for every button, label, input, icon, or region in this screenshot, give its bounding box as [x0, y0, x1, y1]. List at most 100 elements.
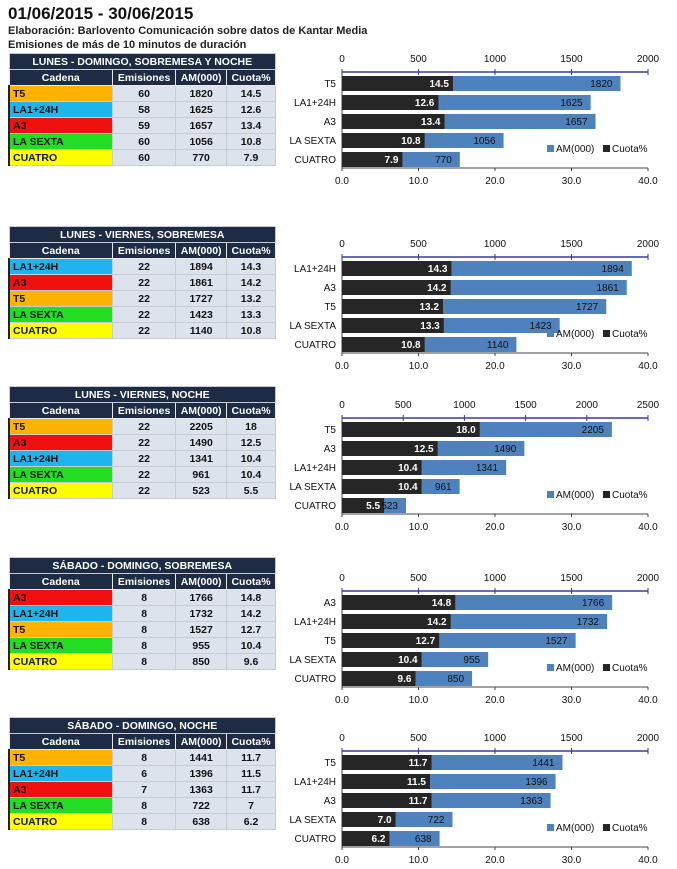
category-label: CUATRO [295, 340, 337, 351]
am-tick-label: 2000 [576, 400, 599, 411]
category-label: LA SEXTA [289, 815, 336, 826]
table-row: T5 8 1441 11.7 [8, 749, 276, 766]
cuota-bar [342, 337, 425, 352]
cuota-bar [342, 76, 453, 91]
cuota-tick-label: 10.0 [409, 361, 429, 372]
am-tick-label: 1000 [484, 573, 507, 584]
am-cell: 1732 [175, 605, 228, 622]
emisiones-cell: 8 [111, 621, 177, 638]
channel-cell: T5 [8, 290, 113, 307]
cuota-cell: 12.5 [226, 434, 276, 451]
am-cell: 1140 [175, 322, 228, 339]
bar-chart: 0 500 1000 1500 2000 2500 0.0 10.0 20.0 30.0 40.0 T… [289, 400, 659, 533]
bar-chart: 0 500 1000 1500 2000 0.0 10.0 20.0 30.0 40.0 T5 182… [289, 54, 659, 187]
am-data-label: 1056 [473, 136, 496, 147]
column-header: Emisiones [111, 69, 177, 86]
emisiones-cell: 60 [111, 149, 177, 166]
am-tick-label: 500 [410, 239, 427, 250]
emisiones-cell: 8 [111, 749, 177, 766]
cuota-cell: 14.2 [226, 274, 276, 291]
category-label: T5 [324, 758, 336, 769]
am-data-label: 1423 [529, 321, 552, 332]
channel-cell: CUATRO [8, 813, 113, 830]
cuota-bar [342, 318, 444, 333]
table-row: LA SEXTA 60 1056 10.8 [8, 133, 276, 150]
emisiones-cell: 58 [111, 101, 177, 118]
channel-cell: A3 [8, 434, 113, 451]
emisiones-cell: 59 [111, 117, 177, 134]
table-title: LUNES - DOMINGO, SOBREMESA Y NOCHE [8, 53, 276, 70]
channel-cell: LA1+24H [8, 765, 113, 782]
emisiones-cell: 22 [111, 450, 177, 467]
cuota-tick-label: 10.0 [409, 522, 429, 533]
cuota-bar [342, 95, 439, 110]
am-tick-label: 0 [339, 239, 345, 250]
cuota-tick-label: 30.0 [562, 176, 582, 187]
cuota-cell: 14.2 [226, 605, 276, 622]
table-row: LA1+24H 22 1894 14.3 [8, 258, 276, 275]
cuota-bar [342, 671, 416, 686]
table-row: T5 8 1527 12.7 [8, 621, 276, 638]
am-data-label: 961 [435, 482, 452, 493]
duration-note: Emisiones de más de 10 minutos de duraci… [8, 39, 247, 51]
cuota-cell: 12.7 [226, 621, 276, 638]
cuota-cell: 14.3 [226, 258, 276, 275]
column-header: Emisiones [111, 242, 177, 259]
table-row: A3 7 1363 11.7 [8, 781, 276, 798]
category-label: CUATRO [295, 501, 337, 512]
column-header: AM(000) [175, 69, 228, 86]
channel-cell: LA SEXTA [8, 466, 113, 483]
category-label: LA SEXTA [289, 136, 336, 147]
category-label: A3 [324, 444, 337, 455]
cuota-data-label: 10.4 [398, 482, 418, 493]
cuota-cell: 10.4 [226, 637, 276, 654]
cuota-cell: 14.5 [226, 85, 276, 102]
cuota-tick-label: 20.0 [485, 855, 505, 866]
cuota-data-label: 18.0 [456, 425, 476, 436]
am-cell: 1396 [175, 765, 228, 782]
cuota-bar [342, 280, 451, 295]
table-row: LA1+24H 58 1625 12.6 [8, 101, 276, 118]
cuota-cell: 14.8 [226, 589, 276, 606]
am-cell: 955 [175, 637, 228, 654]
cuota-bar [342, 152, 403, 167]
cuota-bar [342, 614, 451, 629]
emisiones-cell: 60 [111, 85, 177, 102]
category-label: LA SEXTA [289, 482, 336, 493]
legend-cuota-label: Cuota% [612, 823, 648, 834]
cuota-data-label: 13.2 [420, 302, 440, 313]
column-header: AM(000) [175, 402, 228, 419]
am-tick-label: 2000 [637, 239, 660, 250]
table-row: T5 60 1820 14.5 [8, 85, 276, 102]
legend-cuota-swatch [603, 491, 610, 498]
cuota-tick-label: 0.0 [335, 176, 349, 187]
category-label: A3 [324, 598, 337, 609]
cuota-bar [342, 460, 422, 475]
am-tick-label: 500 [410, 54, 427, 65]
emisiones-cell: 22 [111, 258, 177, 275]
category-label: LA1+24H [294, 264, 336, 275]
category-label: T5 [324, 79, 336, 90]
am-cell: 1341 [175, 450, 228, 467]
column-header: Cuota% [226, 69, 276, 86]
cuota-cell: 10.8 [226, 133, 276, 150]
table-row: T5 22 1727 13.2 [8, 290, 276, 307]
cuota-bar [342, 133, 425, 148]
am-data-label: 1625 [560, 98, 583, 109]
category-label: A3 [324, 796, 337, 807]
table-title: LUNES - VIERNES, NOCHE [8, 386, 276, 403]
column-header: Cadena [8, 69, 113, 86]
emisiones-cell: 60 [111, 133, 177, 150]
channel-cell: LA SEXTA [8, 797, 113, 814]
am-cell: 1820 [175, 85, 228, 102]
emisiones-cell: 22 [111, 434, 177, 451]
am-data-label: 1140 [487, 340, 509, 351]
cuota-tick-label: 10.0 [409, 695, 429, 706]
legend-am-label: AM(000) [556, 329, 594, 340]
channel-cell: LA SEXTA [8, 306, 113, 323]
ratings-table: LUNES - DOMINGO, SOBREMESA Y NOCHE Cadena… [8, 53, 276, 166]
am-cell: 1441 [175, 749, 228, 766]
am-tick-label: 1500 [560, 239, 583, 250]
cuota-cell: 13.2 [226, 290, 276, 307]
column-header: Cuota% [226, 573, 276, 590]
